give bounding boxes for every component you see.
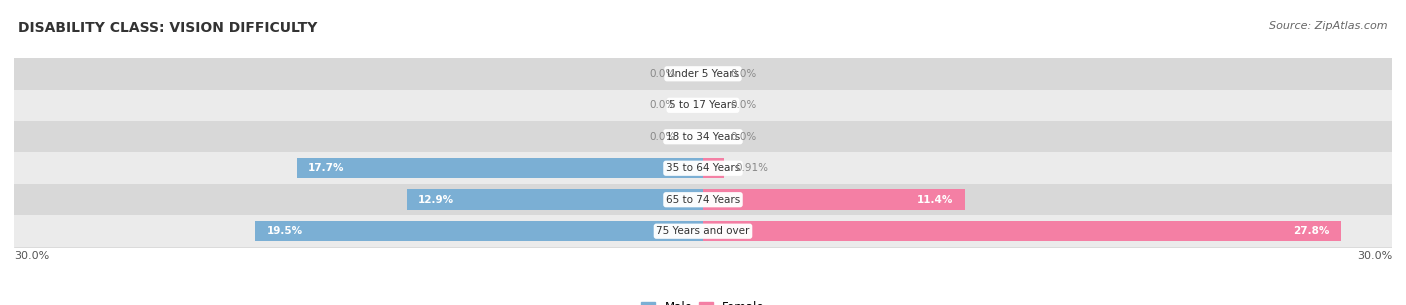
Bar [703, 158, 724, 178]
Text: 11.4%: 11.4% [917, 195, 953, 205]
Bar [703, 189, 965, 210]
Text: 0.0%: 0.0% [650, 69, 675, 79]
Text: Under 5 Years: Under 5 Years [666, 69, 740, 79]
Text: 0.0%: 0.0% [650, 100, 675, 110]
Bar [14, 152, 1392, 184]
Bar [703, 221, 1341, 242]
Text: 0.0%: 0.0% [731, 69, 756, 79]
Text: DISABILITY CLASS: VISION DIFFICULTY: DISABILITY CLASS: VISION DIFFICULTY [18, 21, 318, 35]
Text: 0.91%: 0.91% [735, 163, 769, 173]
Text: 18 to 34 Years: 18 to 34 Years [666, 132, 740, 142]
Bar [14, 121, 1392, 152]
Text: 30.0%: 30.0% [14, 251, 49, 261]
Bar [14, 90, 1392, 121]
Bar [14, 58, 1392, 90]
Text: Source: ZipAtlas.com: Source: ZipAtlas.com [1270, 21, 1388, 31]
Text: 19.5%: 19.5% [267, 226, 302, 236]
Text: 65 to 74 Years: 65 to 74 Years [666, 195, 740, 205]
Bar [297, 158, 703, 178]
Text: 75 Years and over: 75 Years and over [657, 226, 749, 236]
Text: 0.0%: 0.0% [731, 100, 756, 110]
Text: 5 to 17 Years: 5 to 17 Years [669, 100, 737, 110]
Bar [406, 189, 703, 210]
Bar [14, 184, 1392, 215]
Text: 12.9%: 12.9% [418, 195, 454, 205]
Bar [14, 215, 1392, 247]
Text: 27.8%: 27.8% [1294, 226, 1330, 236]
Text: 30.0%: 30.0% [1357, 251, 1392, 261]
Bar [256, 221, 703, 242]
Text: 17.7%: 17.7% [308, 163, 344, 173]
Text: 0.0%: 0.0% [731, 132, 756, 142]
Text: 0.0%: 0.0% [650, 132, 675, 142]
Legend: Male, Female: Male, Female [637, 296, 769, 305]
Text: 35 to 64 Years: 35 to 64 Years [666, 163, 740, 173]
